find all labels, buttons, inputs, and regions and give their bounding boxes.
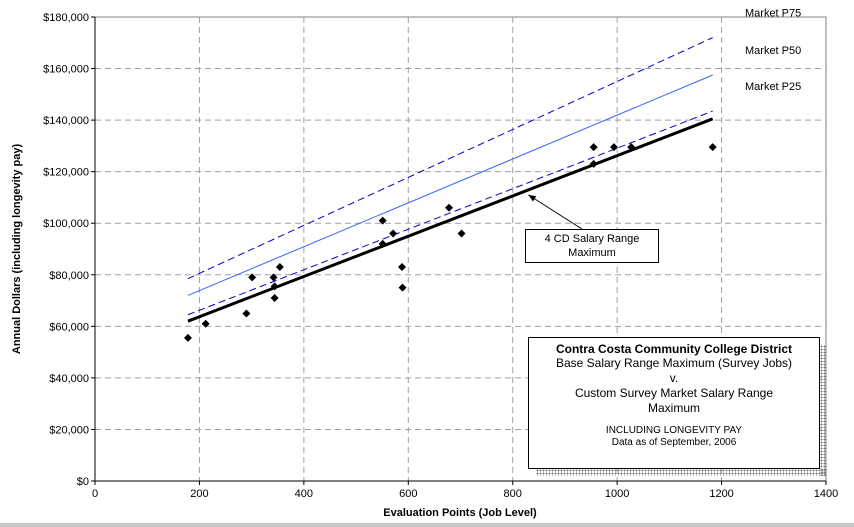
y-tick-label: $120,000: [43, 167, 89, 179]
data-point: [389, 229, 398, 238]
y-tick-label: $180,000: [43, 12, 89, 24]
x-tick-label: 400: [295, 488, 313, 500]
data-point: [457, 229, 466, 238]
data-point: [242, 309, 251, 318]
x-tick-label: 800: [504, 488, 522, 500]
data-point: [270, 293, 279, 302]
y-tick-label: $100,000: [43, 218, 89, 230]
data-point: [398, 283, 407, 292]
data-point: [589, 143, 598, 152]
y-axis-ticks: $0 $20,000 $40,000 $60,000 $80,000 $100,000 $1…: [43, 12, 96, 488]
series-label-market-p25: Market P25: [745, 81, 801, 93]
x-axis-ticks: 0 200 400 600 800 1000 1200 1400: [92, 480, 838, 500]
callout-arrow-line: [528, 194, 583, 230]
info-box-shadow-right: [820, 345, 826, 476]
series-line-market-p50: [187, 74, 713, 296]
callout-arrow: [528, 194, 583, 230]
y-tick-label: $40,000: [49, 373, 89, 385]
x-tick-label: 1400: [814, 488, 838, 500]
x-tick-label: 600: [399, 488, 417, 500]
info-box-line3: Custom Survey Market Salary Range: [574, 386, 774, 400]
series-labels: Market P75 Market P50 Market P25: [745, 8, 801, 93]
y-tick-label: $80,000: [49, 270, 89, 282]
data-point: [201, 319, 210, 328]
callout-line1: 4 CD Salary Range: [544, 233, 640, 245]
data-point: [269, 273, 278, 282]
x-axis-title: Evaluation Points (Job Level): [383, 507, 537, 519]
data-point: [627, 143, 636, 152]
data-point: [445, 203, 454, 212]
info-box-line6: Data as of September, 2006: [611, 437, 737, 448]
info-box-line2: v.: [669, 371, 679, 385]
info-box-title: Contra Costa Community College District: [555, 342, 793, 356]
data-point: [398, 263, 407, 272]
y-tick-label: $60,000: [49, 321, 89, 333]
x-tick-label: 1000: [605, 488, 629, 500]
y-tick-label: $0: [77, 476, 89, 488]
data-point: [610, 143, 619, 152]
y-tick-label: $20,000: [49, 424, 89, 436]
data-point: [378, 216, 387, 225]
series-line-market-p75: [187, 37, 713, 280]
info-box-line4: Maximum: [647, 401, 700, 415]
data-points: [183, 143, 717, 342]
data-point: [183, 333, 192, 342]
info-box-line5: INCLUDING LONGEVITY PAY: [605, 425, 743, 436]
series-label-market-p75: Market P75: [745, 8, 801, 20]
callout-box: 4 CD Salary Range Maximum: [525, 229, 659, 263]
data-point: [248, 273, 257, 282]
y-tick-label: $140,000: [43, 115, 89, 127]
info-box: Contra Costa Community College District …: [528, 337, 820, 469]
x-tick-label: 200: [190, 488, 208, 500]
x-tick-label: 0: [92, 488, 98, 500]
bottom-border: [0, 523, 854, 527]
series-line-market-p25: [187, 110, 713, 316]
info-box-shadow-bottom: [536, 469, 826, 476]
y-tick-label: $160,000: [43, 64, 89, 76]
data-point: [589, 159, 598, 168]
series-label-market-p50: Market P50: [745, 45, 801, 57]
callout-arrowhead: [528, 194, 537, 202]
y-axis-title: Annual Dollars (including longevity pay): [11, 144, 23, 355]
data-point: [378, 239, 387, 248]
data-point: [708, 143, 717, 152]
data-point: [275, 263, 284, 272]
info-box-line1: Base Salary Range Maximum (Survey Jobs): [555, 356, 793, 370]
data-point: [270, 282, 279, 291]
callout-line2: Maximum: [568, 247, 616, 259]
x-tick-label: 1200: [709, 488, 733, 500]
